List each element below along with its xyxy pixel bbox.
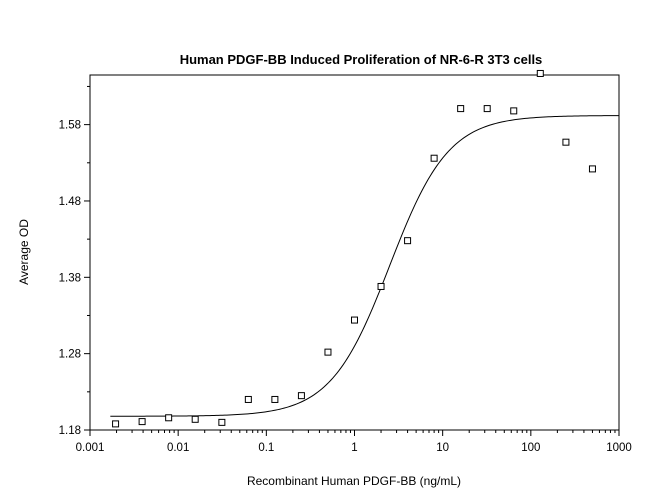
x-axis-label: Recombinant Human PDGF-BB (ng/mL) [247,474,461,488]
x-tick-label: 1 [351,442,357,454]
data-point [138,418,146,426]
data-point [271,395,279,403]
x-tick-label: 100 [521,442,540,454]
data-point [404,237,412,245]
x-tick-label: 0.001 [76,442,105,454]
data-point [218,418,226,426]
y-tick-label: 1.28 [59,349,81,361]
data-points [112,69,596,428]
x-tick-label: 10 [436,442,449,454]
x-tick-label: 0.1 [258,442,274,454]
data-point [377,282,385,290]
data-point [483,105,491,113]
y-axis-label: Average OD [17,219,31,285]
data-point [112,420,120,428]
y-tick-label: 1.48 [59,196,81,208]
y-axis: 1.18 1.28 1.38 1.48 1.58 [59,85,90,437]
x-tick-label: 1000 [606,442,632,454]
y-tick-label: 1.38 [59,272,81,284]
data-point [244,395,252,403]
data-point [536,69,544,77]
x-tick-label: 0.01 [167,442,189,454]
data-point [351,316,358,324]
data-point [510,107,518,115]
y-tick-label: 1.58 [59,120,81,132]
chart-title: Human PDGF-BB Induced Proliferation of N… [180,52,543,67]
fit-curve [110,115,619,417]
data-point [562,138,570,146]
x-axis: 0.001 0.01 0.1 1 10 100 1000 [76,430,632,454]
data-point [588,165,596,173]
y-tick-label: 1.18 [59,425,81,437]
plot-frame [89,74,620,431]
data-point [430,154,438,162]
data-point [324,348,332,356]
data-point [297,392,305,400]
data-point [457,105,465,113]
data-point [165,414,173,422]
data-point [191,415,199,423]
